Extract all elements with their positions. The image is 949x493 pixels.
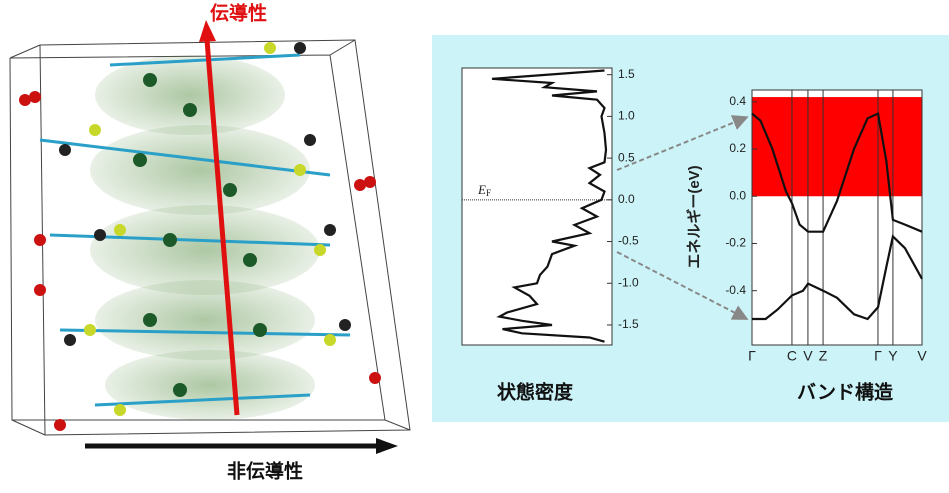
y-tick-label: 0.0 bbox=[729, 188, 746, 202]
y-tick-label: -1.5 bbox=[618, 317, 639, 331]
y-tick-label: -0.5 bbox=[618, 234, 639, 248]
link-arrow bbox=[616, 251, 749, 320]
x-tick-label: Γ bbox=[874, 348, 882, 364]
x-tick-label: Z bbox=[819, 348, 828, 364]
chart-title: バンド構造 bbox=[797, 381, 894, 404]
y-tick-label: -1.0 bbox=[618, 275, 639, 289]
fermi-label-main: E bbox=[477, 182, 486, 197]
y-axis-label: エネルギー(eV) bbox=[685, 165, 703, 268]
conductive-arrow bbox=[204, 39, 240, 416]
y-tick-label: 1.5 bbox=[618, 67, 635, 81]
data-line bbox=[752, 234, 923, 321]
x-tick-label: V bbox=[803, 348, 813, 364]
y-tick-label: 0.2 bbox=[729, 141, 746, 155]
crystal-structure bbox=[9, 39, 411, 436]
conductive-arrowhead bbox=[199, 20, 216, 42]
y-tick-label: 0.0 bbox=[618, 192, 635, 206]
data-line bbox=[751, 112, 923, 233]
x-tick-label: Y bbox=[888, 348, 898, 364]
link-arrow bbox=[616, 115, 749, 171]
highlight-band bbox=[752, 97, 922, 197]
conductive-label: 伝導性 bbox=[210, 2, 267, 25]
x-tick-label: Γ bbox=[748, 348, 756, 364]
fermi-label-sub: F bbox=[486, 188, 491, 198]
fermi-label: EF bbox=[477, 182, 491, 198]
y-tick-label: -0.4 bbox=[725, 283, 746, 297]
nonconductive-arrowhead bbox=[376, 438, 398, 454]
y-tick-label: -0.2 bbox=[725, 236, 746, 250]
x-tick-label: V bbox=[917, 348, 927, 364]
y-tick-label: 0.4 bbox=[729, 94, 746, 108]
x-tick-label: C bbox=[787, 348, 797, 364]
nonconductive-label: 非伝導性 bbox=[227, 460, 303, 483]
y-tick-label: 1.0 bbox=[618, 109, 635, 123]
data-line bbox=[491, 69, 608, 343]
y-tick-label: 0.5 bbox=[618, 150, 635, 164]
chart-title: 状態密度 bbox=[497, 381, 574, 404]
